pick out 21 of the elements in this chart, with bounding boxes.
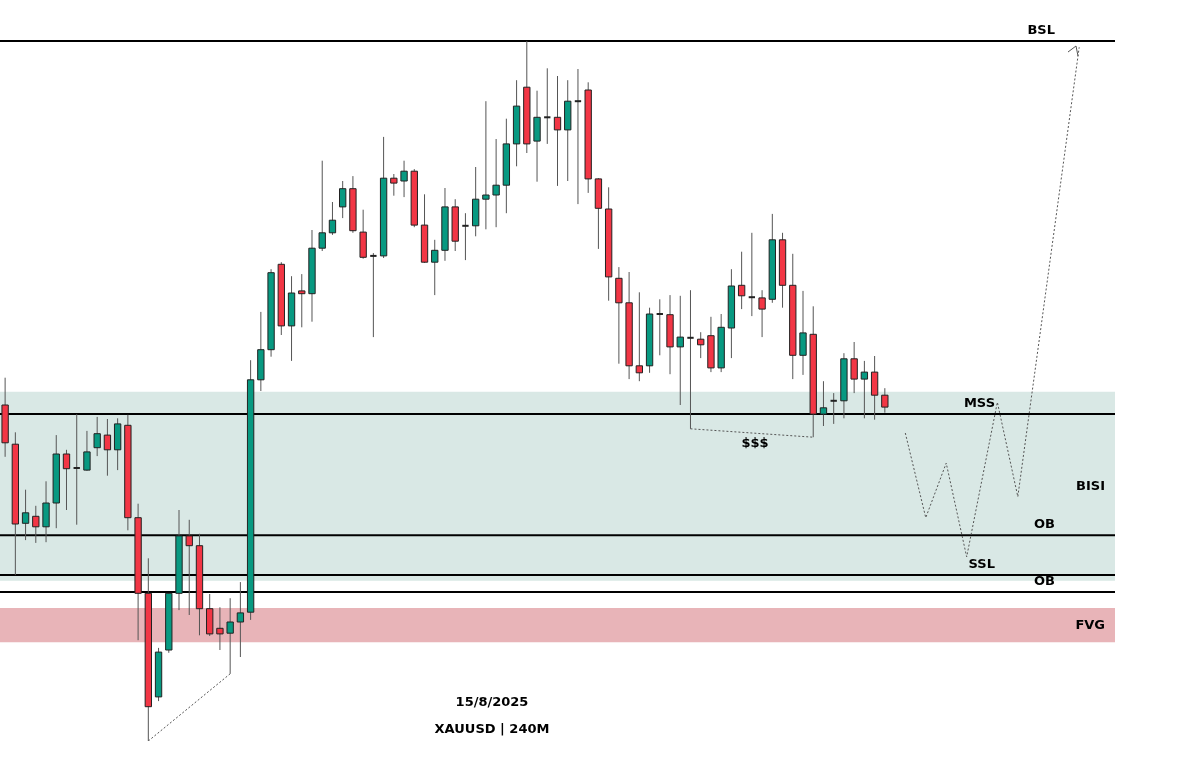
candlestick [829, 392, 838, 425]
band-label: FVG [1075, 616, 1105, 632]
ref-line-label: OB [1034, 572, 1055, 588]
band-label: BISI [1076, 477, 1105, 493]
candlestick [461, 212, 470, 261]
candlestick [369, 252, 378, 338]
candlestick [758, 289, 766, 338]
ref-line-label: SSL [968, 555, 995, 571]
annotation: XAUUSD | 240M [434, 721, 550, 737]
ref-line-label: MSS [963, 394, 995, 410]
ref-line-label: BSL [1027, 21, 1055, 37]
annotation: 15/8/2025 [455, 694, 529, 710]
candlestick [573, 68, 583, 205]
candlestick [72, 413, 81, 526]
candlestick [747, 232, 757, 317]
candlestick [799, 290, 807, 376]
ref-line-label: OB [1034, 516, 1055, 532]
candlestick [655, 298, 664, 356]
annotation: $$$ [741, 435, 769, 451]
candlestick [543, 67, 552, 145]
candlestick [83, 430, 91, 472]
